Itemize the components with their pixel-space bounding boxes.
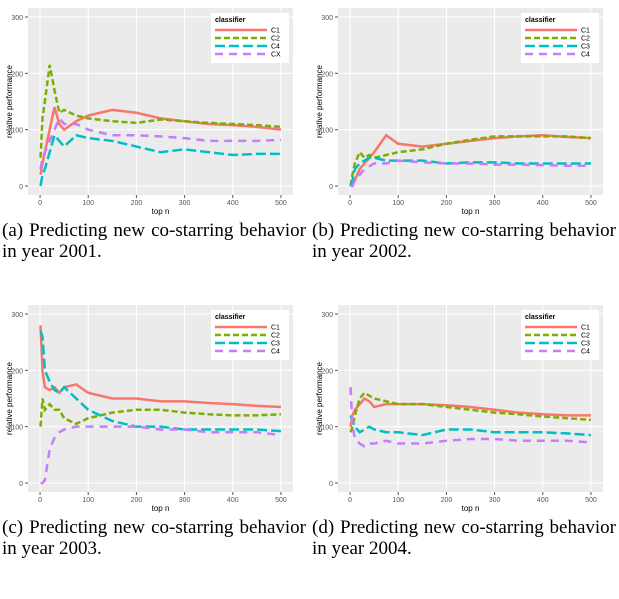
y-axis-label: relative performance (5, 361, 14, 434)
x-tick-label: 200 (131, 497, 143, 504)
x-axis-label: top n (462, 504, 480, 513)
legend-label: C2 (271, 333, 280, 340)
caption: (b) Predicting new co-starring behavior … (312, 220, 616, 262)
x-tick-label: 500 (275, 497, 287, 504)
y-tick-label: 200 (321, 71, 333, 78)
y-tick-label: 200 (11, 71, 23, 78)
legend-label: C1 (581, 28, 590, 35)
x-tick-label: 0 (38, 200, 42, 207)
x-tick-label: 500 (585, 497, 597, 504)
x-tick-label: 300 (489, 497, 501, 504)
panel: 0 100 200 300 0 100 200 300 400 500 top n relative … (312, 8, 616, 262)
series-line (39, 325, 282, 409)
legend-label: C1 (271, 28, 280, 35)
x-tick-label: 100 (392, 497, 404, 504)
y-tick-label: 100 (321, 128, 333, 135)
x-tick-label: 300 (489, 200, 501, 207)
x-tick-label: 100 (82, 497, 94, 504)
x-tick-label: 0 (348, 200, 352, 207)
legend-label: C1 (581, 325, 590, 332)
x-tick-label: 200 (131, 200, 143, 207)
series-line (39, 398, 282, 427)
legend-label: C1 (271, 325, 280, 332)
legend-label: C4 (271, 349, 280, 356)
x-tick-label: 400 (227, 200, 239, 207)
y-tick-label: 100 (11, 425, 23, 432)
x-tick-label: 500 (275, 200, 287, 207)
legend-label: CX (271, 52, 281, 59)
legend-label: C2 (581, 333, 590, 340)
x-tick-label: 0 (38, 497, 42, 504)
x-axis-label: top n (152, 207, 170, 216)
series-line (39, 116, 282, 170)
y-tick-label: 200 (11, 368, 23, 375)
y-tick-label: 300 (321, 15, 333, 22)
y-tick-label: 0 (19, 481, 23, 488)
y-axis-label: relative performance (5, 64, 14, 137)
series-line (40, 425, 282, 485)
y-tick-label: 0 (329, 184, 333, 191)
legend-title: classifier (215, 17, 246, 24)
legend-label: C2 (581, 36, 590, 43)
caption-box: (a) Predicting new co-starring behavior … (2, 220, 306, 262)
x-tick-label: 400 (537, 200, 549, 207)
y-tick-label: 200 (321, 368, 333, 375)
y-tick-label: 300 (321, 312, 333, 319)
x-tick-label: 200 (441, 200, 453, 207)
legend-label: C4 (581, 52, 590, 59)
legend-title: classifier (215, 314, 246, 321)
x-tick-label: 500 (585, 200, 597, 207)
x-axis-label: top n (152, 504, 170, 513)
x-tick-label: 400 (227, 497, 239, 504)
y-tick-label: 300 (11, 15, 23, 22)
legend-label: C3 (271, 341, 280, 348)
panel: 0 100 200 300 0 100 200 300 400 500 top n relative … (312, 305, 616, 559)
caption-box: (b) Predicting new co-starring behavior … (312, 220, 616, 262)
caption: (d) Predicting new co-starring behavior … (312, 517, 616, 559)
series-line (39, 132, 281, 187)
legend-title: classifier (525, 314, 556, 321)
x-tick-label: 100 (392, 200, 404, 207)
series-line (349, 135, 592, 187)
y-axis-label: relative performance (315, 361, 324, 434)
caption-box: (c) Predicting new co-starring behavior … (2, 517, 306, 559)
x-tick-label: 300 (179, 497, 191, 504)
series-line (349, 414, 592, 437)
x-tick-label: 100 (82, 200, 94, 207)
panel: 0 100 200 300 0 100 200 300 400 500 top n relative … (2, 8, 306, 262)
y-axis-label: relative performance (315, 64, 324, 137)
x-tick-label: 200 (441, 497, 453, 504)
caption: (a) Predicting new co-starring behavior … (2, 220, 306, 262)
series-line (349, 387, 592, 448)
y-tick-label: 0 (19, 184, 23, 191)
series-line (350, 159, 591, 188)
x-tick-label: 300 (179, 200, 191, 207)
series-line (39, 64, 282, 158)
legend-label: C4 (271, 44, 280, 51)
legend-label: C3 (581, 341, 590, 348)
legend-label: C2 (271, 36, 280, 43)
panel: 0 100 200 300 0 100 200 300 400 500 top n relative … (2, 305, 306, 559)
legend-title: classifier (525, 17, 556, 24)
y-tick-label: 100 (321, 425, 333, 432)
caption-box: (d) Predicting new co-starring behavior … (312, 517, 616, 559)
x-tick-label: 0 (348, 497, 352, 504)
legend-label: C4 (581, 349, 590, 356)
series-line (39, 330, 282, 433)
y-tick-label: 100 (11, 128, 23, 135)
y-tick-label: 300 (11, 312, 23, 319)
series-line (349, 391, 592, 433)
legend-label: C3 (581, 44, 590, 51)
x-tick-label: 400 (537, 497, 549, 504)
caption: (c) Predicting new co-starring behavior … (2, 517, 306, 559)
y-tick-label: 0 (329, 481, 333, 488)
x-axis-label: top n (462, 207, 480, 216)
